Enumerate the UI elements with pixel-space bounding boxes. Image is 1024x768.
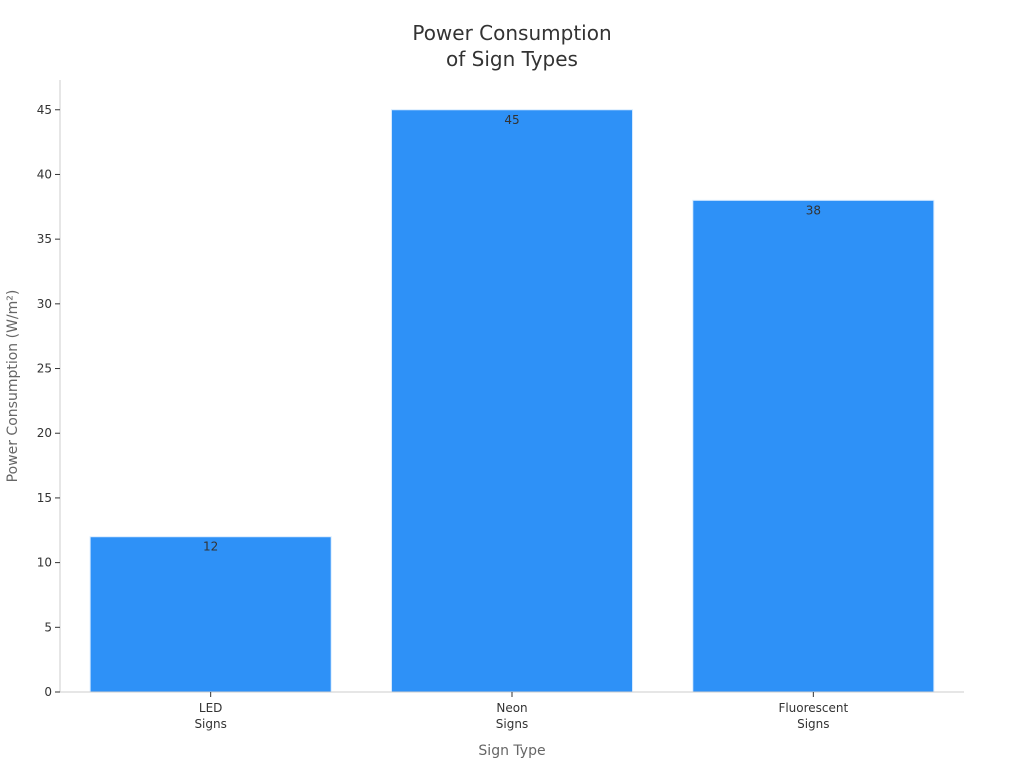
x-tick-label: Neon — [496, 701, 527, 715]
x-tick-label: Signs — [797, 717, 829, 731]
y-tick-label: 0 — [44, 685, 52, 699]
y-tick-label: 30 — [37, 297, 52, 311]
bar — [89, 536, 332, 693]
y-tick-label: 5 — [44, 620, 52, 634]
bar — [390, 109, 634, 693]
chart-title-line-2: of Sign Types — [446, 47, 578, 71]
x-axis: LED Signs Neon Signs Fluorescent Signs — [60, 691, 964, 731]
y-tick-label: 45 — [37, 103, 52, 117]
bar-value-label: 45 — [504, 113, 519, 127]
bar — [692, 199, 935, 693]
y-tick-label: 35 — [37, 232, 52, 246]
y-axis: 0 5 10 15 20 25 30 35 40 45 — [37, 80, 61, 699]
y-tick-label: 20 — [37, 426, 52, 440]
bars-group: 12 45 38 — [89, 109, 935, 693]
y-tick-label: 25 — [37, 362, 52, 376]
chart-title-line-1: Power Consumption — [412, 21, 611, 45]
y-tick-label: 15 — [37, 491, 52, 505]
bar-value-label: 12 — [203, 540, 218, 554]
x-axis-title: Sign Type — [478, 743, 545, 759]
x-tick-label: Fluorescent — [778, 701, 848, 715]
y-tick-label: 40 — [37, 167, 52, 181]
y-tick-label: 10 — [37, 556, 52, 570]
x-tick-label: LED — [199, 701, 223, 715]
bar-value-label: 38 — [806, 203, 821, 217]
x-tick-label: Signs — [194, 717, 226, 731]
y-axis-title: Power Consumption (W/m²) — [5, 290, 21, 483]
x-tick-label: Signs — [496, 717, 528, 731]
